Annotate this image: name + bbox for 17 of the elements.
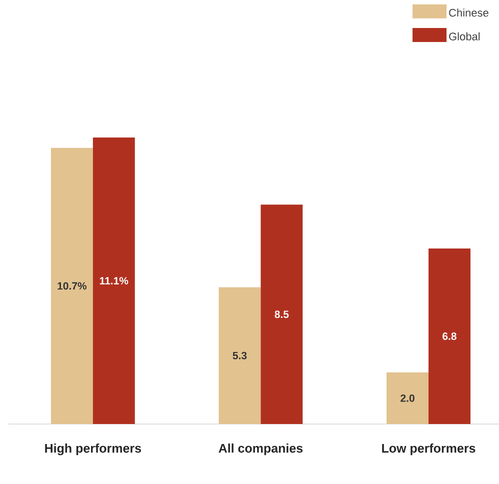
data-label: 10.7% xyxy=(58,282,87,290)
legend-label: Chinese xyxy=(449,8,488,17)
data-label: 2.0 xyxy=(400,394,414,402)
bar xyxy=(428,248,470,424)
x-tick-label: Low performers xyxy=(382,444,476,456)
bar xyxy=(92,138,135,424)
data-label: 8.5 xyxy=(274,310,289,318)
bar xyxy=(260,204,303,424)
bar xyxy=(218,287,261,424)
data-label: 5.3 xyxy=(232,352,247,360)
x-tick-label: High performers xyxy=(45,444,142,456)
data-label: 6.8 xyxy=(442,332,456,340)
bar xyxy=(50,148,93,424)
data-label: 11.1% xyxy=(100,277,128,284)
legend-label: Global xyxy=(449,32,480,40)
x-tick-label: All companies xyxy=(218,444,303,456)
bar xyxy=(386,372,429,424)
